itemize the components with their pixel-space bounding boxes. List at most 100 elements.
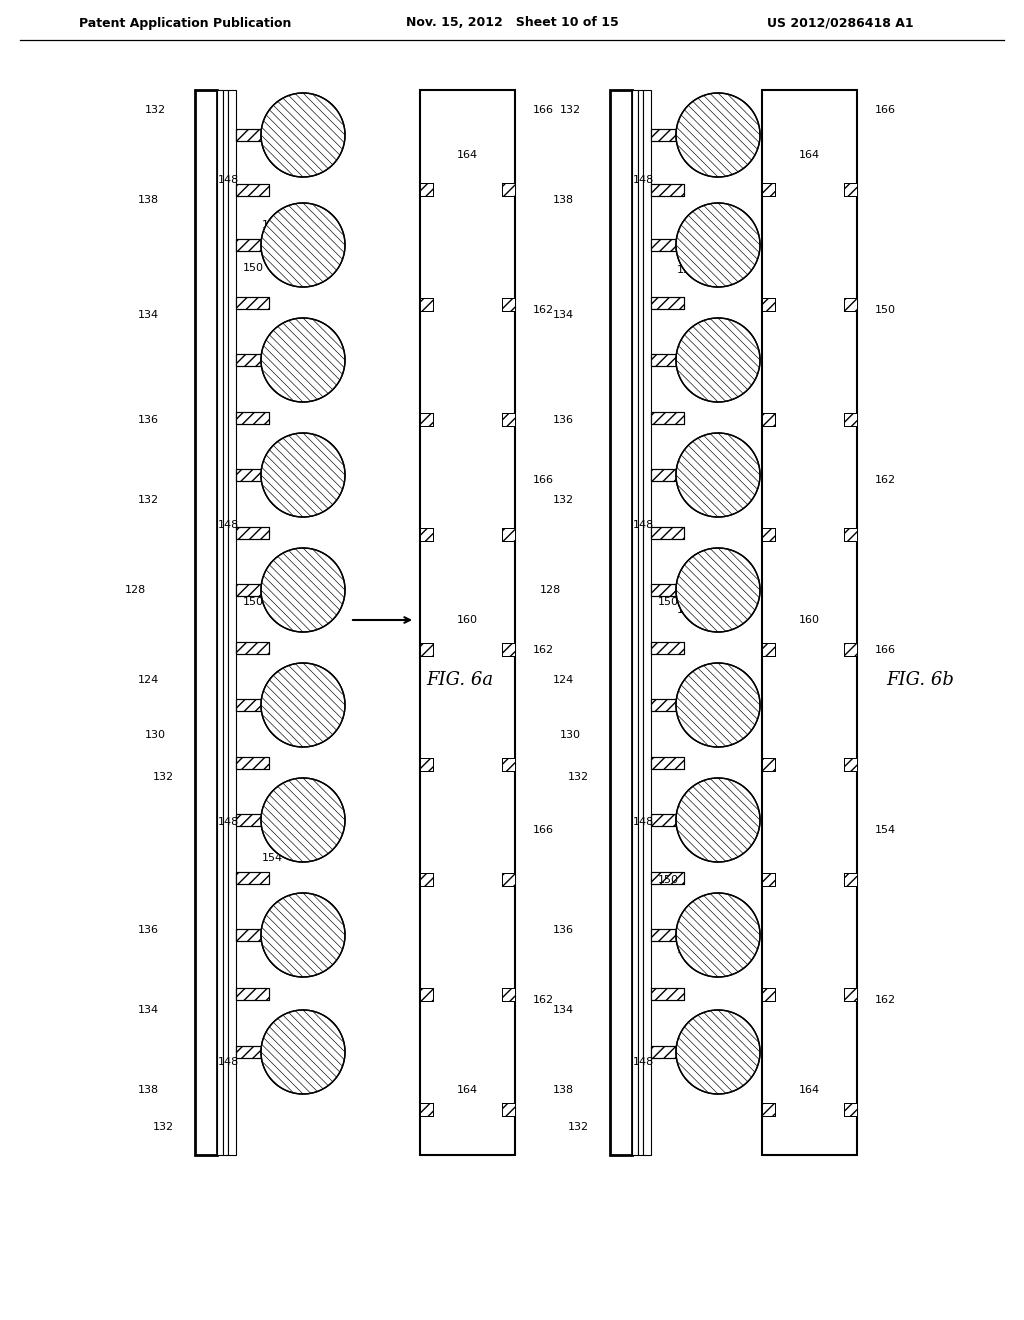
Bar — [502, 873, 515, 886]
Polygon shape — [676, 548, 760, 632]
Bar — [223, 90, 228, 1155]
Bar — [236, 412, 269, 424]
Text: 136: 136 — [137, 414, 159, 425]
Bar — [228, 90, 236, 1155]
Bar — [502, 528, 515, 541]
Polygon shape — [261, 548, 345, 632]
Bar — [651, 129, 676, 141]
Bar — [502, 528, 515, 541]
Text: 150: 150 — [874, 305, 896, 315]
Bar — [844, 183, 857, 195]
Text: 154: 154 — [874, 825, 896, 836]
Bar — [236, 183, 269, 195]
Text: 154: 154 — [677, 945, 697, 954]
Bar — [651, 642, 684, 653]
Bar — [651, 183, 684, 195]
Polygon shape — [676, 318, 760, 403]
Bar — [236, 873, 269, 884]
Bar — [236, 183, 269, 195]
Text: 136: 136 — [137, 925, 159, 935]
Text: 162: 162 — [532, 305, 554, 315]
Bar — [651, 583, 676, 597]
Text: 166: 166 — [532, 475, 554, 484]
Text: 160: 160 — [457, 615, 477, 624]
Bar — [844, 1104, 857, 1115]
Text: 148: 148 — [217, 520, 239, 531]
Polygon shape — [676, 203, 760, 286]
Bar — [651, 469, 676, 480]
Bar — [420, 528, 433, 541]
Bar — [236, 297, 269, 309]
Text: 162: 162 — [874, 475, 896, 484]
Bar — [420, 643, 433, 656]
Bar — [844, 183, 857, 195]
Bar — [651, 354, 676, 366]
Bar — [762, 1104, 775, 1115]
Bar — [236, 814, 261, 826]
Bar — [420, 987, 433, 1001]
Bar — [236, 642, 269, 653]
Bar — [651, 129, 676, 141]
Text: 164: 164 — [799, 150, 819, 160]
Text: Patent Application Publication: Patent Application Publication — [79, 16, 291, 29]
Bar — [762, 987, 775, 1001]
Polygon shape — [261, 777, 345, 862]
Bar — [236, 469, 261, 480]
Bar — [844, 643, 857, 656]
Bar — [651, 412, 684, 424]
Polygon shape — [261, 92, 345, 177]
Bar — [236, 583, 261, 597]
Text: 136: 136 — [553, 414, 573, 425]
Bar — [844, 873, 857, 886]
Bar — [420, 413, 433, 426]
Bar — [236, 354, 261, 366]
Text: 132: 132 — [153, 1122, 173, 1133]
Bar — [632, 90, 638, 1155]
Text: 164: 164 — [457, 150, 477, 160]
Polygon shape — [676, 663, 760, 747]
Text: 138: 138 — [552, 195, 573, 205]
Bar — [762, 298, 775, 312]
Text: 148: 148 — [633, 817, 653, 828]
Text: 134: 134 — [137, 310, 159, 319]
Text: 148: 148 — [633, 520, 653, 531]
Bar — [236, 873, 269, 884]
Bar — [762, 873, 775, 886]
Text: 162: 162 — [874, 995, 896, 1005]
Bar — [844, 1104, 857, 1115]
Polygon shape — [676, 433, 760, 517]
Bar — [502, 298, 515, 312]
Bar — [762, 183, 775, 195]
Bar — [502, 987, 515, 1001]
Bar — [651, 583, 676, 597]
Bar — [762, 873, 775, 886]
Bar — [236, 129, 261, 141]
Text: 150: 150 — [243, 263, 263, 273]
Bar — [217, 90, 223, 1155]
Text: 134: 134 — [137, 1005, 159, 1015]
Bar — [502, 298, 515, 312]
Text: 150: 150 — [657, 875, 679, 884]
Polygon shape — [676, 894, 760, 977]
Text: 150: 150 — [657, 597, 679, 607]
Bar — [762, 643, 775, 656]
Text: 162: 162 — [532, 645, 554, 655]
Text: 160: 160 — [799, 615, 819, 624]
Bar — [420, 758, 433, 771]
Text: 124: 124 — [137, 675, 159, 685]
Text: 132: 132 — [144, 106, 166, 115]
Bar — [236, 239, 261, 251]
Bar — [844, 528, 857, 541]
Bar — [236, 756, 269, 770]
Bar — [236, 527, 269, 539]
Bar — [651, 814, 676, 826]
Bar — [236, 583, 261, 597]
Bar — [651, 1045, 676, 1059]
Bar — [844, 298, 857, 312]
Bar — [236, 412, 269, 424]
Bar — [844, 873, 857, 886]
Bar — [502, 758, 515, 771]
Bar — [651, 642, 684, 653]
Text: 166: 166 — [874, 106, 896, 115]
Bar — [762, 298, 775, 312]
